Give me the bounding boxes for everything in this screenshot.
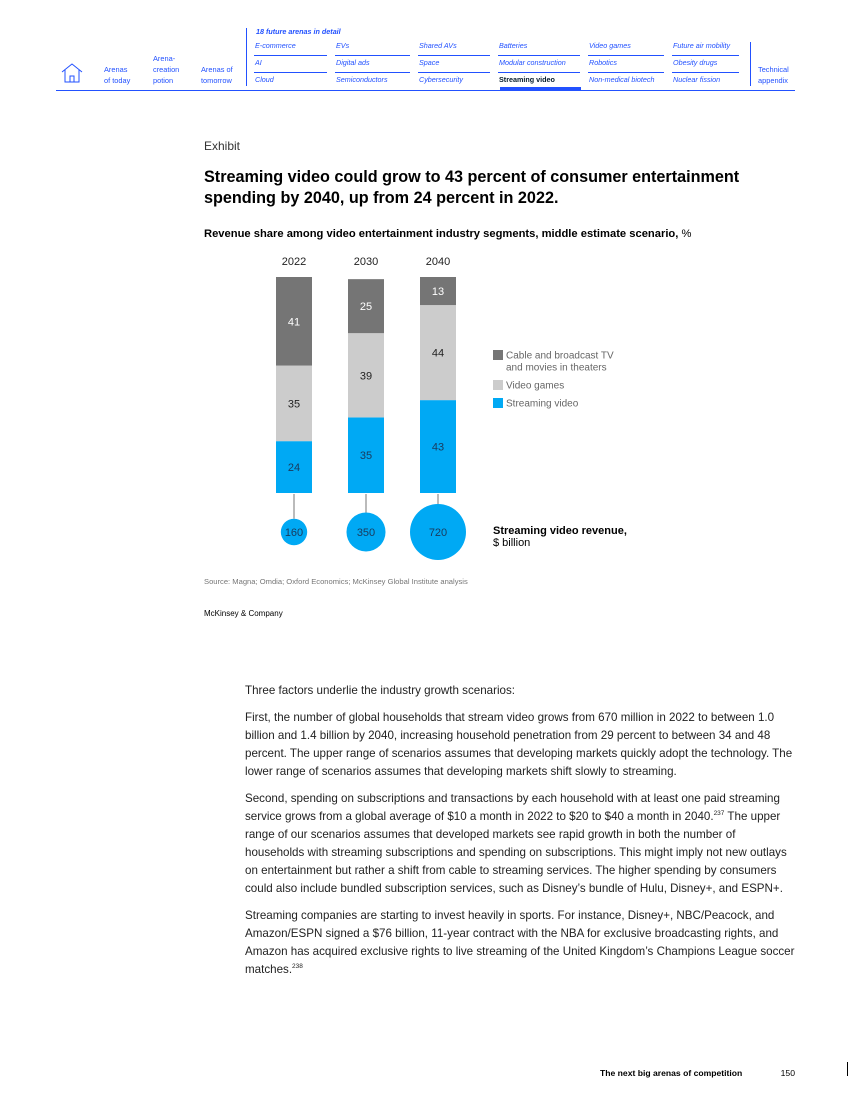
bubble-value: 160 (285, 527, 303, 539)
bubble-caption: Streaming video revenue, (493, 525, 627, 537)
arena-link[interactable]: Future air mobility (672, 39, 739, 56)
bar-segment (276, 277, 312, 366)
bubble-value: 350 (357, 527, 375, 539)
arena-link[interactable]: Semiconductors (336, 75, 388, 84)
body-paragraph: Three factors underlie the industry grow… (245, 684, 516, 697)
arena-link[interactable]: Non-medical biotech (589, 75, 655, 84)
bar-segment (348, 333, 384, 418)
arena-link[interactable]: AI (254, 56, 327, 73)
revenue-bubble (280, 518, 308, 546)
legend-swatch (493, 398, 503, 408)
nav-divider (750, 42, 751, 86)
body-paragraph: Second, spending on subscriptions and tr… (245, 790, 797, 898)
bar-segment (420, 400, 456, 493)
data-label: 43 (432, 442, 444, 454)
nav-arena-creation-potion[interactable]: Arena- creation potion (153, 54, 180, 85)
brand-credit: McKinsey & Company (204, 609, 283, 618)
arena-link[interactable]: Video games (588, 39, 664, 56)
footnote-ref[interactable]: 238 (292, 963, 303, 971)
nav-technical-appendix[interactable]: Technical appendix (758, 65, 789, 85)
body-text: Three factors underlie the industry grow… (245, 682, 797, 988)
arena-grid: E-commerce EVs Shared AVs Batteries Vide… (254, 39, 747, 90)
arena-link[interactable]: Cybersecurity (419, 75, 463, 84)
arena-link-active[interactable]: Streaming video (499, 75, 555, 84)
exhibit-title: Streaming video could grow to 43 percent… (204, 168, 740, 207)
footer-title: The next big arenas of competition (600, 1068, 743, 1078)
legend-swatch (493, 350, 503, 360)
top-navigation: Arenas of today Arena- creation potion A… (56, 24, 795, 94)
arena-link[interactable]: Space (418, 56, 490, 73)
arena-link[interactable]: Batteries (498, 39, 580, 56)
data-label: 39 (360, 370, 372, 382)
active-tab-indicator (500, 87, 581, 91)
body-paragraph-text: Second, spending on subscriptions and tr… (245, 792, 780, 823)
data-label: 35 (288, 398, 300, 410)
arena-link[interactable]: E-commerce (254, 39, 327, 56)
data-label: 25 (360, 301, 372, 313)
bar-segment (276, 365, 312, 442)
arena-link[interactable]: Nuclear fission (673, 75, 721, 84)
arena-link[interactable]: Modular construction (498, 56, 580, 73)
bar-segment (348, 279, 384, 334)
exhibit-label: Exhibit (204, 139, 241, 153)
data-label: 44 (432, 348, 444, 360)
revenue-bubble (410, 504, 466, 560)
legend-label: Video games (506, 381, 564, 392)
body-paragraph: Streaming companies are starting to inve… (245, 907, 797, 979)
chart-subtitle: Revenue share among video entertainment … (204, 228, 691, 240)
body-paragraph: First, the number of global households t… (245, 711, 793, 778)
page-number: 150 (780, 1068, 795, 1078)
legend-label: Cable and broadcast TV (506, 351, 614, 362)
nav-arenas-of-tomorrow[interactable]: Arenas of tomorrow (201, 65, 233, 85)
bar-segment (276, 441, 312, 493)
bubble-caption-unit: $ billion (493, 537, 530, 549)
x-tick-label: 2022 (282, 256, 306, 268)
body-paragraph-text: Streaming companies are starting to inve… (245, 909, 795, 976)
legend-label: and movies in theaters (506, 363, 607, 374)
data-label: 24 (288, 462, 300, 474)
nav-bottom-rule (56, 90, 795, 91)
arena-link[interactable]: Robotics (588, 56, 664, 73)
arenas-heading: 18 future arenas in detail (256, 27, 341, 36)
x-tick-label: 2030 (354, 256, 378, 268)
arena-link[interactable]: Shared AVs (418, 39, 490, 56)
data-label: 13 (432, 286, 444, 298)
arena-link[interactable]: EVs (335, 39, 410, 56)
arena-link[interactable]: Obesity drugs (672, 56, 739, 73)
body-paragraph-text: The upper range of our scenarios assumes… (245, 810, 787, 895)
legend-label: Streaming video (506, 399, 579, 410)
chart-subtitle-unit: % (678, 228, 692, 240)
chart-subtitle-text: Revenue share among video entertainment … (204, 228, 679, 240)
x-tick-label: 2040 (426, 256, 450, 268)
corner-mark (847, 1062, 848, 1076)
arena-link[interactable]: Cloud (255, 75, 274, 84)
bubble-value: 720 (429, 527, 447, 539)
revenue-bubble (346, 512, 386, 552)
bar-segment (348, 417, 384, 493)
data-label: 41 (288, 316, 300, 328)
bar-segment (420, 277, 456, 306)
source-note: Source: Magna; Omdia; Oxford Economics; … (204, 577, 468, 586)
nav-divider (246, 28, 247, 86)
nav-arenas-of-today[interactable]: Arenas of today (104, 65, 131, 85)
legend-swatch (493, 380, 503, 390)
bar-segment (420, 305, 456, 401)
footnote-ref[interactable]: 237 (713, 810, 725, 818)
page-footer: The next big arenas of competition 150 (600, 1068, 795, 1078)
stacked-bar-chart: 2022 24 35 41 160 2030 35 39 25 350 2040 43 44 13 720 C… (276, 256, 627, 560)
data-label: 35 (360, 450, 372, 462)
home-icon[interactable] (61, 62, 83, 84)
arena-link[interactable]: Digital ads (335, 56, 410, 73)
